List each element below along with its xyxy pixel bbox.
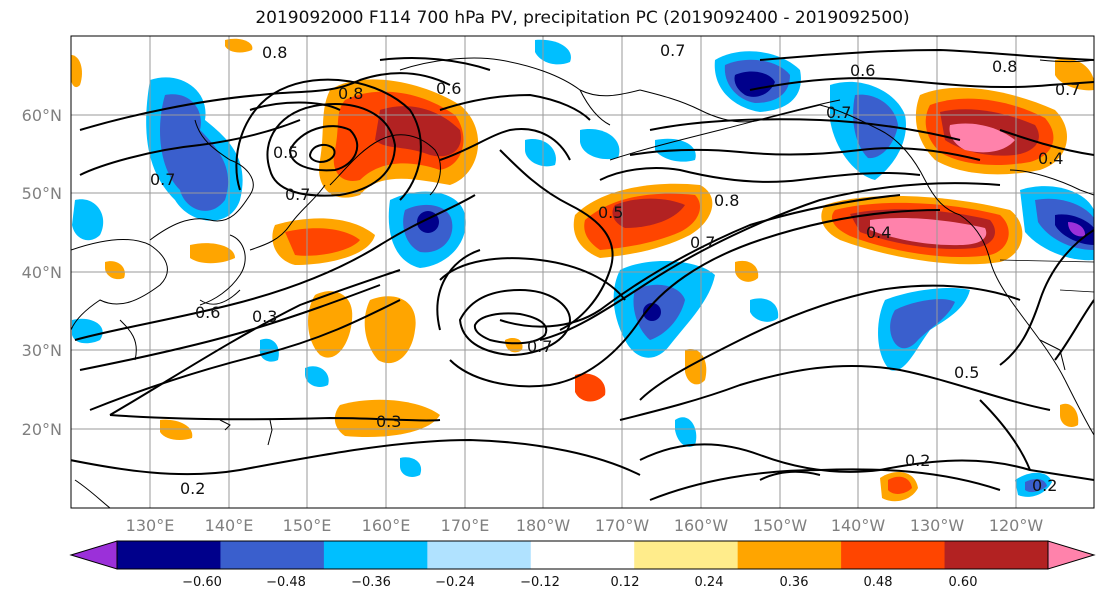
contour-label: 0.6 <box>195 303 220 322</box>
contour-label: 0.5 <box>598 203 623 222</box>
gridlines <box>71 36 1094 508</box>
contour-label: 0.5 <box>273 143 298 162</box>
pv-contours <box>71 48 1094 501</box>
colorbar-cell <box>634 541 739 569</box>
colorbar-ticks: −0.60 −0.48 −0.36 −0.24 −0.12 0.12 0.24 … <box>182 575 977 590</box>
lon-label: 140°W <box>831 516 886 535</box>
lon-label: 170°E <box>441 516 490 535</box>
lon-label: 160°E <box>362 516 411 535</box>
contour-label: 0.6 <box>436 79 461 98</box>
latitude-labels: 60°N 50°N 40°N 30°N 20°N <box>22 106 62 439</box>
map-title: 2019092000 F114 700 hPa PV, precipitatio… <box>255 8 910 28</box>
contour-label: 0.7 <box>1055 80 1080 99</box>
contour-label: 0.4 <box>866 223 891 242</box>
colorbar-cell <box>323 541 428 569</box>
contour-label: 0.3 <box>252 307 277 326</box>
colorbar-tick: −0.12 <box>520 575 560 590</box>
contour-label: 0.7 <box>527 337 552 356</box>
lat-label-20n: 20°N <box>22 420 62 439</box>
lon-label: 120°W <box>989 516 1044 535</box>
lon-label: 130°E <box>126 516 175 535</box>
contour-label: 0.3 <box>376 412 401 431</box>
colorbar-outline <box>116 540 1049 570</box>
contour-label: 0.2 <box>180 479 205 498</box>
map-plot-area: 0.8 0.8 0.6 0.7 0.7 0.6 0.8 0.7 0.5 0.7 … <box>71 36 1094 508</box>
colorbar-cell <box>944 541 1049 569</box>
map-frame <box>70 35 1095 509</box>
colorbar-tick: −0.24 <box>435 575 475 590</box>
colorbar-cell <box>737 541 842 569</box>
colorbar-cell <box>117 541 221 569</box>
colorbar-cell <box>427 541 532 569</box>
lon-label: 140°E <box>205 516 254 535</box>
lon-label: 170°W <box>595 516 650 535</box>
contour-label: 0.8 <box>714 191 739 210</box>
lon-label: 180°W <box>516 516 571 535</box>
contour-label: 0.7 <box>826 103 851 122</box>
contour-label: 0.8 <box>338 84 363 103</box>
colorbar-cell <box>220 541 325 569</box>
contour-label: 0.7 <box>285 185 310 204</box>
lon-label: 150°W <box>753 516 808 535</box>
colorbar-extend-low <box>69 540 118 570</box>
lat-label-40n: 40°N <box>22 263 62 282</box>
contour-label: 0.6 <box>850 61 875 80</box>
colorbar-tick: 0.48 <box>864 575 893 590</box>
lon-label: 150°E <box>283 516 332 535</box>
contour-label: 0.7 <box>660 41 685 60</box>
contour-label: 0.2 <box>905 451 930 470</box>
lat-label-60n: 60°N <box>22 106 62 125</box>
lat-label-50n: 50°N <box>22 184 62 203</box>
lon-label: 160°W <box>674 516 729 535</box>
contour-label: 0.4 <box>1038 149 1063 168</box>
colorbar: −0.60 −0.48 −0.36 −0.24 −0.12 0.12 0.24 … <box>69 540 1096 590</box>
contour-label: 0.5 <box>954 363 979 382</box>
lat-label-30n: 30°N <box>22 341 62 360</box>
contour-label: 0.2 <box>1032 476 1057 495</box>
lon-label: 130°W <box>910 516 965 535</box>
contour-label: 0.8 <box>992 57 1017 76</box>
contour-labels: 0.8 0.8 0.6 0.7 0.7 0.6 0.8 0.7 0.5 0.7 … <box>150 41 1080 498</box>
colorbar-tick: −0.60 <box>182 575 222 590</box>
colorbar-tick: 0.60 <box>949 575 978 590</box>
colorbar-tick: −0.36 <box>351 575 391 590</box>
contour-label: 0.7 <box>150 170 175 189</box>
longitude-labels: 130°E 140°E 150°E 160°E 170°E 180°W 170°… <box>126 516 1044 535</box>
colorbar-tick: 0.12 <box>611 575 640 590</box>
colorbar-tick: −0.48 <box>266 575 306 590</box>
colorbar-cell <box>530 541 635 569</box>
contour-label: 0.7 <box>690 233 715 252</box>
colorbar-cell <box>841 541 946 569</box>
contour-label: 0.8 <box>262 43 287 62</box>
colorbar-extend-high <box>1047 540 1096 570</box>
colorbar-tick: 0.24 <box>695 575 724 590</box>
coastlines <box>71 57 1094 508</box>
precip-shading <box>71 38 1094 502</box>
colorbar-tick: 0.36 <box>780 575 809 590</box>
